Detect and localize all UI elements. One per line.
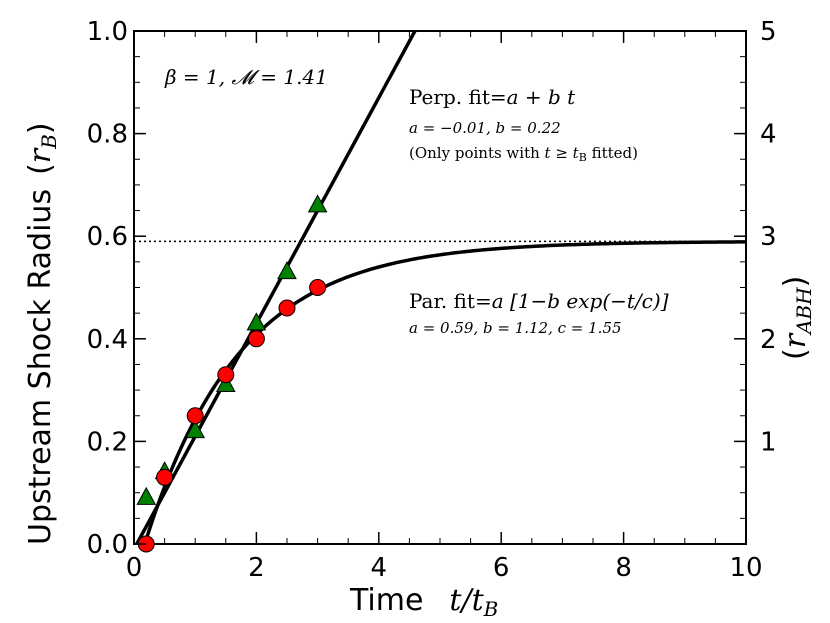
perp-fit-title: Perp. fit=a + b t xyxy=(409,85,576,109)
perp-fit-note: (Only points with t ≥ tB fitted) xyxy=(409,144,638,164)
y2-tick-label: 5 xyxy=(760,17,777,47)
par-fit-curve xyxy=(144,240,747,540)
y-tick-label: 0.2 xyxy=(87,427,128,457)
perp-fit-line xyxy=(135,30,417,545)
par-point xyxy=(247,330,265,348)
axis-ticks: 0 2 4 6 8 10 0.0 0.2 0.4 0.6 0.8 1.0 1 2 3 4 5 xyxy=(87,17,777,583)
perp-point xyxy=(185,420,206,439)
x-tick-label: 4 xyxy=(371,553,388,583)
x-axis-title: Time t/tB xyxy=(349,583,498,621)
x-tick-label: 2 xyxy=(248,553,265,583)
x-tick-label: 0 xyxy=(126,553,143,583)
perp-point xyxy=(277,261,297,280)
y-tick-label: 0.6 xyxy=(87,222,128,252)
par-fit-title: Par. fit=a [1−b exp(−t/c)] xyxy=(409,289,669,313)
par-point xyxy=(278,299,296,317)
y-tick-label: 1.0 xyxy=(87,17,128,47)
y-tick-label: 0.0 xyxy=(87,530,128,560)
y2-axis-title: (rABH) xyxy=(778,276,816,360)
x-tick-label: 6 xyxy=(493,553,510,583)
y2-tick-label: 3 xyxy=(760,222,777,252)
y2-tick-label: 4 xyxy=(760,120,777,150)
perp-point xyxy=(307,194,328,213)
par-point xyxy=(156,468,174,486)
par-point xyxy=(186,407,204,425)
y2-tick-label: 2 xyxy=(760,325,777,355)
perp-point xyxy=(246,312,267,331)
x-tick-label: 8 xyxy=(615,553,632,583)
par-point xyxy=(217,366,235,384)
par-fit-params: a = 0.59, b = 1.12, c = 1.55 xyxy=(409,319,622,337)
perp-point xyxy=(136,486,157,505)
x-tick-label: 10 xyxy=(729,553,762,583)
params-annotation: β = 1, 𝓜 = 1.41 xyxy=(164,65,328,89)
y-axis-title: Upstream Shock Radius(rB) xyxy=(23,122,61,545)
y-tick-label: 0.4 xyxy=(87,325,128,355)
perp-point xyxy=(215,373,236,392)
par-point xyxy=(309,279,327,296)
data-markers xyxy=(136,194,328,553)
perp-fit-params: a = −0.01, b = 0.22 xyxy=(409,119,561,137)
plot-area xyxy=(133,30,747,545)
y2-tick-label: 1 xyxy=(760,427,777,457)
y-tick-label: 0.8 xyxy=(87,120,128,150)
